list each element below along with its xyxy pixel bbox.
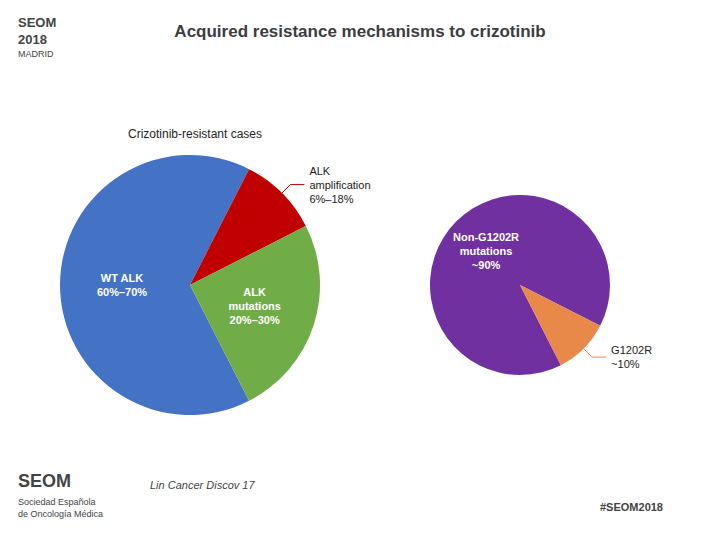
svg-text:mutations: mutations [460, 245, 513, 257]
svg-text:de Oncología Médica: de Oncología Médica [18, 509, 103, 519]
svg-text:Lin Cancer Discov 17: Lin Cancer Discov 17 [150, 479, 255, 491]
svg-text:mutations: mutations [228, 300, 281, 312]
svg-text:G1202R: G1202R [611, 344, 652, 356]
svg-text:2018: 2018 [18, 32, 47, 47]
svg-text:~10%: ~10% [611, 358, 640, 370]
svg-text:SEOM: SEOM [18, 471, 71, 491]
svg-text:~90%: ~90% [472, 259, 501, 271]
svg-text:20%–30%: 20%–30% [230, 314, 280, 326]
svg-text:WT ALK: WT ALK [101, 272, 143, 284]
svg-text:Non-G1202R: Non-G1202R [453, 231, 519, 243]
svg-text:ALK: ALK [243, 286, 266, 298]
svg-text:Sociedad Española: Sociedad Española [18, 497, 96, 507]
svg-text:amplification: amplification [309, 179, 370, 191]
svg-text:#SEOM2018: #SEOM2018 [600, 501, 663, 513]
svg-text:60%–70%: 60%–70% [97, 286, 147, 298]
svg-text:SEOM: SEOM [18, 15, 56, 30]
svg-text:ALK: ALK [309, 165, 330, 177]
svg-text:MADRID: MADRID [18, 49, 54, 59]
svg-text:6%–18%: 6%–18% [309, 193, 353, 205]
svg-text:Crizotinib-resistant cases: Crizotinib-resistant cases [128, 127, 262, 141]
svg-text:Acquired resistance mechanisms: Acquired resistance mechanisms to crizot… [174, 22, 545, 41]
